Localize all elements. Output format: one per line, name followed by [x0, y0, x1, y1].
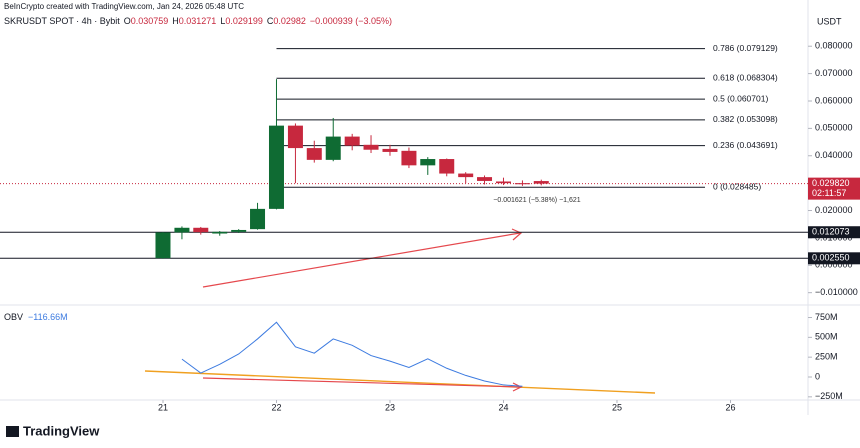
x-tick-label: 26	[725, 402, 735, 412]
price-tag-label: 0.002550	[812, 253, 850, 263]
candle-body	[533, 181, 549, 184]
x-tick-label: 25	[612, 402, 622, 412]
price-tag	[808, 252, 860, 265]
currency: USDT	[817, 16, 842, 26]
obv-title: OBV	[4, 312, 23, 322]
x-tick-label: 24	[498, 402, 508, 412]
ohlc-value: 0.031271	[179, 16, 217, 26]
obv-trend-line	[144, 370, 656, 394]
candle-body	[212, 231, 228, 234]
ohlc-key: C	[267, 16, 274, 26]
candle-body	[439, 159, 455, 174]
measure-label: −0.001621 (−5.38%) −1,621	[493, 197, 580, 204]
change: −0.000939 (−3.05%)	[310, 16, 392, 26]
y-tick-label: 0.000000	[815, 260, 853, 270]
last-price-label: 0.029820	[812, 178, 850, 188]
candle-body	[458, 173, 474, 178]
y-tick-label: 0	[815, 371, 820, 381]
obv-value: −116.66M	[28, 312, 68, 322]
candle-body	[174, 227, 190, 233]
x-tick-label: 23	[385, 402, 395, 412]
brand: TradingView	[23, 423, 100, 438]
ohlc-key: H	[172, 16, 179, 26]
ohlc-value: 0.029199	[225, 16, 263, 26]
legend: SKRUSDT SPOT · 4h · Bybit O0.030759 H0.031…	[4, 16, 392, 26]
fib-label: 0.236 (0.043691)	[713, 140, 778, 150]
candle-body	[287, 125, 303, 149]
candle-body	[382, 148, 398, 152]
y-tick-label: 0.080000	[815, 41, 853, 51]
logo-mark	[6, 426, 19, 437]
arrow-head	[511, 228, 523, 241]
y-tick-label: 0.050000	[815, 123, 853, 133]
ohlc-value: 0.02982	[273, 16, 306, 26]
credit: BeInCrypto created with TradingView.com,…	[4, 2, 244, 11]
last-price-tag	[808, 177, 860, 200]
candle-body	[477, 177, 493, 181]
candle-body	[231, 229, 247, 232]
arrow-head	[512, 382, 523, 392]
y-tick-label: 500M	[815, 332, 838, 342]
footer-logo: TradingView	[6, 423, 100, 438]
candle-body	[155, 232, 171, 259]
price-tag	[808, 226, 860, 239]
x-tick-label: 22	[271, 402, 281, 412]
fib-label: 0.382 (0.053098)	[713, 114, 778, 124]
candle-body	[306, 148, 322, 160]
obv-line	[181, 321, 523, 387]
candle-body	[495, 181, 511, 184]
countdown: 02:11:57	[812, 188, 846, 198]
y-tick-label: −250M	[815, 391, 843, 401]
candle-body	[193, 227, 209, 233]
obv-legend: OBV −116.66M	[4, 312, 68, 322]
candle-body	[363, 144, 379, 150]
candle-body	[325, 136, 341, 160]
y-tick-label: 0.070000	[815, 68, 853, 78]
price-tag-label: 0.012073	[812, 227, 850, 237]
y-tick-label: 0.060000	[815, 95, 853, 105]
y-tick-label: 0.020000	[815, 205, 853, 215]
y-tick-label: 750M	[815, 312, 838, 322]
obv-trend-arrow	[202, 377, 521, 388]
candle-body	[514, 183, 530, 185]
candle-body	[344, 136, 360, 146]
ohlc-value: 0.030759	[131, 16, 169, 26]
candle-body	[268, 125, 284, 209]
ohlc-key: L	[220, 16, 225, 26]
ohlc-key: O	[124, 16, 131, 26]
candle-body	[401, 150, 417, 166]
fib-label: 0.618 (0.068304)	[713, 72, 778, 82]
x-tick-label: 21	[158, 402, 168, 412]
candle-body	[250, 208, 266, 230]
fib-label: 0 (0.028485)	[713, 182, 761, 192]
trend-arrow	[202, 232, 521, 288]
fib-label: 0.786 (0.079129)	[713, 43, 778, 53]
y-tick-label: −0.010000	[815, 287, 858, 297]
candle-body	[420, 159, 436, 166]
y-tick-label: 250M	[815, 352, 838, 362]
fib-label: 0.5 (0.060701)	[713, 93, 768, 103]
symbol: SKRUSDT SPOT · 4h · Bybit	[4, 16, 120, 26]
y-tick-label: 0.040000	[815, 150, 853, 160]
